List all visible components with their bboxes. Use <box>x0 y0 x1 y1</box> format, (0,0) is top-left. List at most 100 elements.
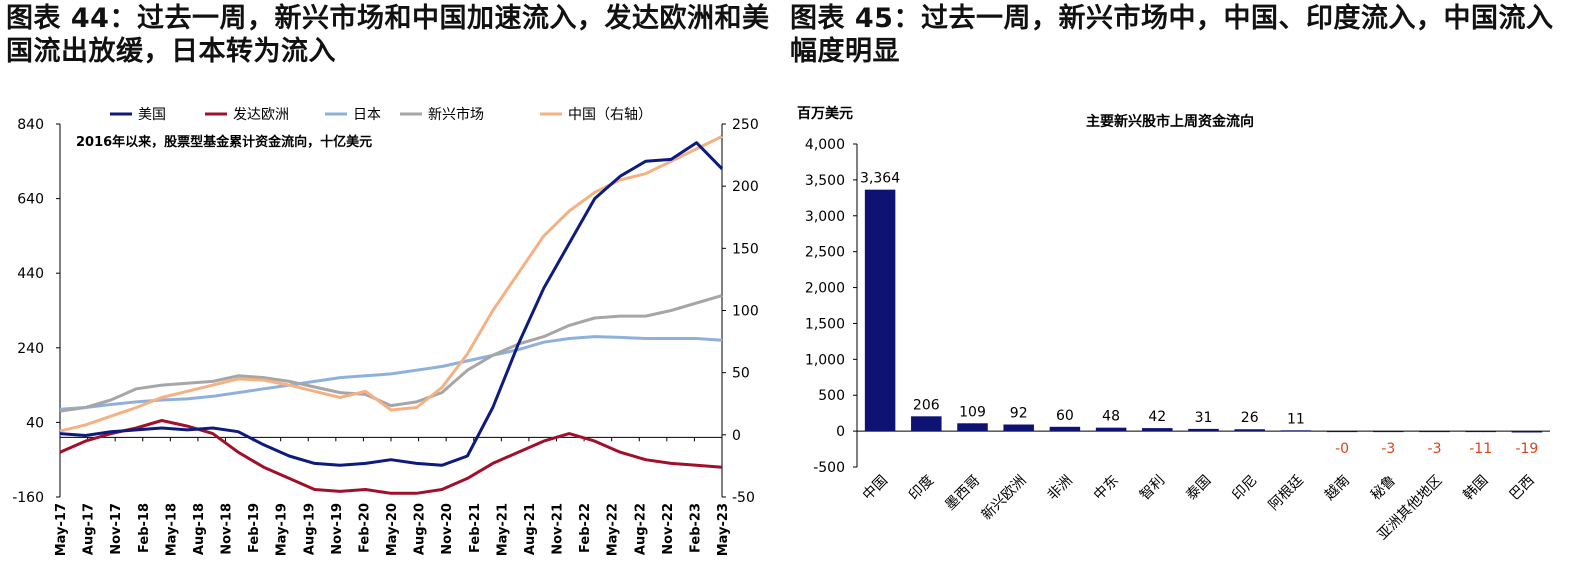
bar-秘鲁 <box>1373 431 1404 433</box>
category-label: 秘鲁 <box>1368 473 1399 504</box>
y-tick-label: 4,000 <box>805 137 845 153</box>
series-line-日本 <box>59 335 723 411</box>
x-tick-label: Aug-17 <box>82 503 97 555</box>
category-label: 墨西哥 <box>942 473 983 514</box>
y-axis-unit-label: 百万美元 <box>797 105 853 122</box>
bar-中东 <box>1095 427 1127 432</box>
bar-中国 <box>864 189 896 432</box>
category-label: 泰国 <box>1183 473 1214 504</box>
left-y-tick-label: 240 <box>17 341 44 357</box>
right-figure-title: 图表 45：过去一周，新兴市场中，中国、印度流入，中国流入幅度明显 <box>790 3 1554 67</box>
bar-data-label: 31 <box>1195 410 1213 426</box>
bar-新兴欧洲 <box>1003 424 1034 432</box>
bar-亚洲其他地区 <box>1419 431 1450 433</box>
bar-data-label: 109 <box>959 404 986 420</box>
legend-label: 发达欧洲 <box>233 107 289 123</box>
bar-智利 <box>1142 428 1173 432</box>
category-label: 韩国 <box>1460 473 1491 504</box>
bar-data-label: 60 <box>1056 408 1074 424</box>
legend-label: 美国 <box>138 107 166 123</box>
x-tick-label: Feb-22 <box>578 503 593 553</box>
legend-label: 新兴市场 <box>428 106 484 123</box>
y-tick-label: 1,500 <box>805 316 845 332</box>
left-y-tick-label: 640 <box>17 192 44 208</box>
category-label: 阿根廷 <box>1266 473 1307 514</box>
left-y-tick-label: 440 <box>17 266 44 282</box>
series-line-美国 <box>59 141 724 467</box>
category-label: 越南 <box>1322 473 1353 504</box>
bar-墨西哥 <box>957 423 988 432</box>
x-tick-label: May-23 <box>716 503 731 556</box>
y-tick-label: 1,000 <box>805 352 845 368</box>
x-tick-label: Aug-18 <box>192 503 207 555</box>
category-label: 智利 <box>1137 473 1168 504</box>
right-y-tick-label: -50 <box>732 490 755 506</box>
bar-印尼 <box>1234 429 1265 432</box>
x-tick-label: Aug-20 <box>413 503 428 555</box>
bar-data-label: -19 <box>1515 441 1538 457</box>
category-label: 印尼 <box>1229 473 1260 504</box>
bar-data-label: 42 <box>1148 409 1166 425</box>
bar-chart-title: 主要新兴股市上周资金流向 <box>1086 113 1254 130</box>
series-line-新兴市场 <box>59 294 723 413</box>
bar-data-label: 48 <box>1102 409 1120 425</box>
x-tick-label: Feb-23 <box>688 503 703 553</box>
x-tick-label: Nov-17 <box>109 503 124 555</box>
bar-非洲 <box>1049 426 1081 432</box>
x-tick-label: May-21 <box>495 503 510 556</box>
y-tick-label: 500 <box>818 388 845 404</box>
bar-印度 <box>911 416 942 432</box>
y-tick-label: 2,500 <box>805 245 845 261</box>
chart-annotation: 2016年以来，股票型基金累计资金流向，十亿美元 <box>76 134 372 150</box>
weekly-flow-bar-chart: 百万美元 主要新兴股市上周资金流向 4,000 3,500 3,000 2,500 2,00… <box>797 105 1550 543</box>
bar-data-label: 206 <box>913 397 940 413</box>
series-line-发达欧洲 <box>59 419 723 495</box>
y-tick-label: 3,500 <box>805 173 845 189</box>
bar-越南 <box>1326 431 1358 433</box>
legend-label: 中国（右轴） <box>568 107 652 123</box>
x-tick-label: Feb-18 <box>137 503 152 553</box>
category-label: 中东 <box>1091 473 1122 504</box>
x-tick-label: Nov-19 <box>330 503 345 555</box>
right-y-tick-label: 100 <box>732 304 759 320</box>
right-y-tick-label: 200 <box>732 179 759 195</box>
bar-data-label: 3,364 <box>860 171 900 187</box>
bar-data-label: 92 <box>1010 406 1028 422</box>
right-y-tick-label: 50 <box>732 366 750 382</box>
y-tick-label: -500 <box>813 460 845 476</box>
x-tick-label: Feb-20 <box>357 503 372 553</box>
bar-韩国 <box>1465 431 1496 433</box>
x-tick-label: Feb-21 <box>468 503 483 553</box>
x-tick-label: Aug-19 <box>302 503 317 555</box>
x-tick-label: Aug-22 <box>633 503 648 555</box>
bar-data-label: -3 <box>1428 441 1442 457</box>
category-label: 新兴欧洲 <box>979 473 1030 524</box>
x-tick-label: Nov-22 <box>661 503 676 555</box>
y-tick-label: 3,000 <box>805 209 845 225</box>
right-y-tick-label: 250 <box>732 117 759 133</box>
bar-巴西 <box>1511 431 1543 433</box>
category-label: 巴西 <box>1507 473 1538 504</box>
x-tick-label: Nov-20 <box>440 503 455 555</box>
left-y-tick-label: 40 <box>26 415 44 431</box>
x-tick-label: May-18 <box>164 503 179 556</box>
legend-label: 日本 <box>353 107 381 123</box>
x-tick-label: Nov-18 <box>220 503 235 555</box>
x-tick-label: Nov-21 <box>551 503 566 555</box>
bar-泰国 <box>1188 428 1219 432</box>
category-label: 中国 <box>860 473 891 504</box>
bar-data-label: 26 <box>1241 410 1259 426</box>
category-label: 印度 <box>906 473 937 504</box>
category-label: 非洲 <box>1045 473 1076 504</box>
x-tick-label: May-17 <box>54 503 69 556</box>
right-y-tick-label: 150 <box>732 241 759 257</box>
left-y-tick-label: -160 <box>12 490 44 506</box>
bar-data-label: 11 <box>1287 411 1305 427</box>
bar-data-label: -11 <box>1469 441 1492 457</box>
y-tick-label: 0 <box>836 424 845 440</box>
right-y-tick-label: 0 <box>732 428 741 444</box>
x-tick-label: May-22 <box>606 503 621 556</box>
bar-阿根廷 <box>1280 430 1312 432</box>
bar-data-label: -0 <box>1335 441 1349 457</box>
cumulative-fund-flow-line-chart: 84064044024040-160250200150100500-50May-… <box>12 106 759 556</box>
